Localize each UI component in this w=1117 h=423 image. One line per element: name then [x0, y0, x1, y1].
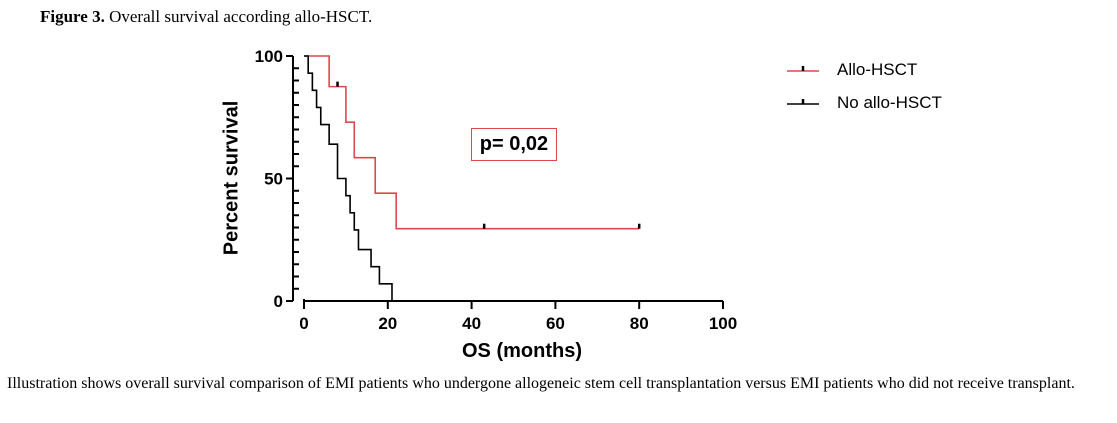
x-axis-title: OS (months) [462, 340, 582, 362]
figure-title-text: Overall survival according allo-HSCT. [109, 7, 373, 26]
legend-label-no-allo: No allo-HSCT [837, 93, 942, 112]
legend-label-allo: Allo-HSCT [837, 60, 918, 79]
x-tick-label: 80 [630, 314, 649, 333]
figure-title: Figure 3. Overall survival according all… [40, 7, 372, 27]
y-tick-label: 100 [255, 47, 283, 66]
survival-curve-no-allo [304, 55, 401, 302]
x-tick-label: 20 [378, 314, 397, 333]
x-tick-label: 100 [709, 314, 737, 333]
y-tick-label: 50 [264, 170, 283, 189]
chart-svg: 0 50 100 0 20 40 60 80 100 [255, 47, 819, 333]
y-tick-label: 0 [274, 292, 283, 311]
survival-chart: 0 50 100 0 20 40 60 80 100 Percent survival OS (… [220, 47, 942, 362]
survival-curve-allo [304, 55, 640, 230]
p-value-annotation: p= 0,02 [471, 128, 557, 161]
figure-caption: Illustration shows overall survival comp… [7, 375, 1075, 392]
x-tick-label: 0 [299, 314, 308, 333]
y-axis-title: Percent survival [220, 100, 243, 256]
figure-label: Figure 3. [40, 7, 105, 26]
x-tick-label: 40 [462, 314, 481, 333]
x-tick-label: 60 [546, 314, 565, 333]
